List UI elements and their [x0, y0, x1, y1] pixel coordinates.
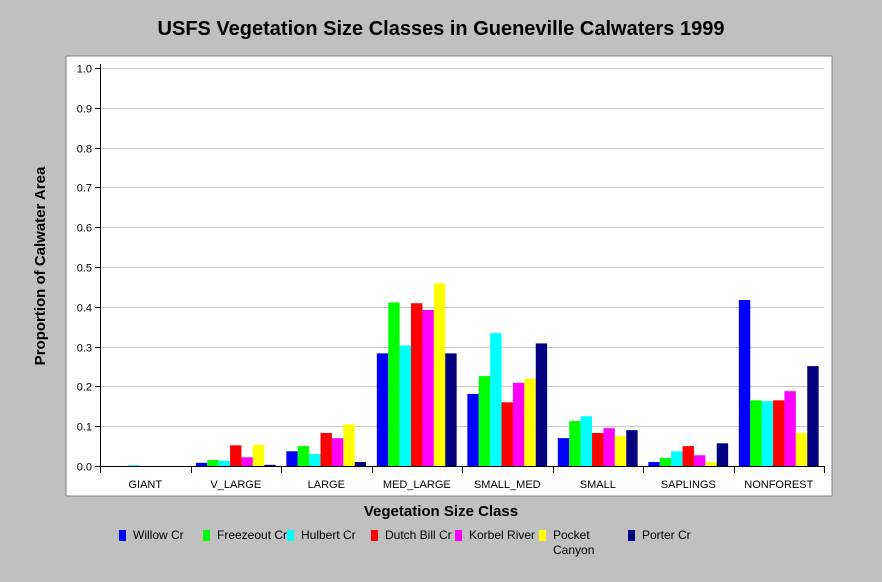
bar — [195, 462, 208, 466]
bar — [388, 302, 400, 466]
bar — [264, 464, 276, 466]
chart-title: USFS Vegetation Size Classes in Guenevil… — [157, 18, 725, 40]
y-tick-label: 0.7 — [77, 183, 92, 195]
y-tick-label: 0.0 — [77, 462, 92, 474]
bar — [354, 462, 367, 466]
bar — [795, 432, 808, 466]
bar — [614, 436, 627, 466]
bar — [671, 451, 683, 466]
legend-swatch — [287, 530, 294, 541]
bar — [738, 300, 751, 466]
y-axis-label: Proportion of Calwater Area — [32, 166, 49, 365]
bar — [297, 446, 310, 466]
legend-swatch — [539, 530, 546, 541]
bar — [218, 460, 231, 466]
bar — [343, 424, 355, 466]
bar — [603, 428, 615, 466]
x-tick-label: MED_LARGE — [383, 479, 451, 491]
bar — [230, 445, 242, 466]
bar — [501, 402, 513, 466]
bar — [445, 353, 457, 466]
bar — [659, 458, 672, 466]
bar — [580, 416, 593, 466]
y-tick-label: 1.0 — [77, 64, 92, 76]
bar — [128, 465, 140, 466]
legend-label: Freezeout Cr — [217, 528, 288, 542]
bar — [478, 376, 491, 466]
x-tick-label: SAPLINGS — [661, 479, 716, 491]
bar — [693, 455, 706, 466]
bar — [331, 438, 344, 466]
legend-swatch — [455, 530, 462, 541]
bar — [705, 462, 717, 466]
y-tick-label: 0.6 — [77, 223, 92, 235]
bar — [761, 401, 774, 466]
legend-label: Willow Cr — [133, 528, 184, 542]
legend-swatch — [119, 530, 126, 541]
y-tick-label: 0.9 — [77, 104, 92, 116]
x-tick-label: SMALL_MED — [474, 479, 541, 491]
legend-label: Porter Cr — [642, 528, 691, 542]
bar — [376, 353, 389, 466]
bar — [252, 444, 265, 466]
y-tick-label: 0.8 — [77, 144, 92, 156]
legend: Willow Cr Freezeout Cr Hulbert Cr Dutch Bil… — [0, 528, 882, 568]
bar — [750, 400, 762, 466]
y-tick-label: 0.5 — [77, 263, 92, 275]
bar — [535, 343, 548, 466]
bar — [524, 378, 536, 466]
bar — [682, 446, 694, 466]
bar — [557, 438, 570, 466]
bar — [467, 393, 479, 466]
bar — [433, 283, 446, 466]
bar — [773, 400, 785, 466]
bar — [309, 454, 321, 466]
legend-label: Korbel River — [469, 528, 536, 542]
x-tick-label: GIANT — [128, 479, 162, 491]
bar — [399, 345, 412, 466]
y-tick-label: 0.1 — [77, 422, 92, 434]
legend-label: Pocket Canyon — [553, 528, 595, 557]
bar — [241, 457, 253, 466]
bar — [411, 303, 423, 466]
bar — [807, 366, 819, 466]
bar — [716, 443, 729, 466]
y-tick-label: 0.4 — [77, 303, 92, 315]
x-tick-label: NONFOREST — [744, 479, 813, 491]
x-tick-label: V_LARGE — [210, 479, 261, 491]
x-tick-label: LARGE — [308, 479, 345, 491]
legend-swatch — [628, 530, 635, 541]
legend-label: Hulbert Cr — [301, 528, 356, 542]
bar — [784, 391, 796, 466]
bar — [592, 432, 604, 466]
bar — [626, 430, 638, 466]
bar — [648, 462, 660, 466]
bar — [207, 460, 219, 466]
y-tick-label: 0.2 — [77, 382, 92, 394]
y-tick-label: 0.3 — [77, 343, 92, 355]
bar — [512, 382, 525, 466]
legend-label: Dutch Bill Cr — [385, 528, 452, 542]
bar — [490, 333, 502, 466]
legend-swatch — [371, 530, 378, 541]
bar — [422, 309, 434, 466]
legend-swatch — [203, 530, 210, 541]
x-tick-label: SMALL — [580, 479, 616, 491]
bar — [320, 432, 332, 466]
x-axis-label: Vegetation Size Class — [363, 503, 519, 520]
bar — [286, 451, 298, 466]
bar — [569, 421, 581, 466]
